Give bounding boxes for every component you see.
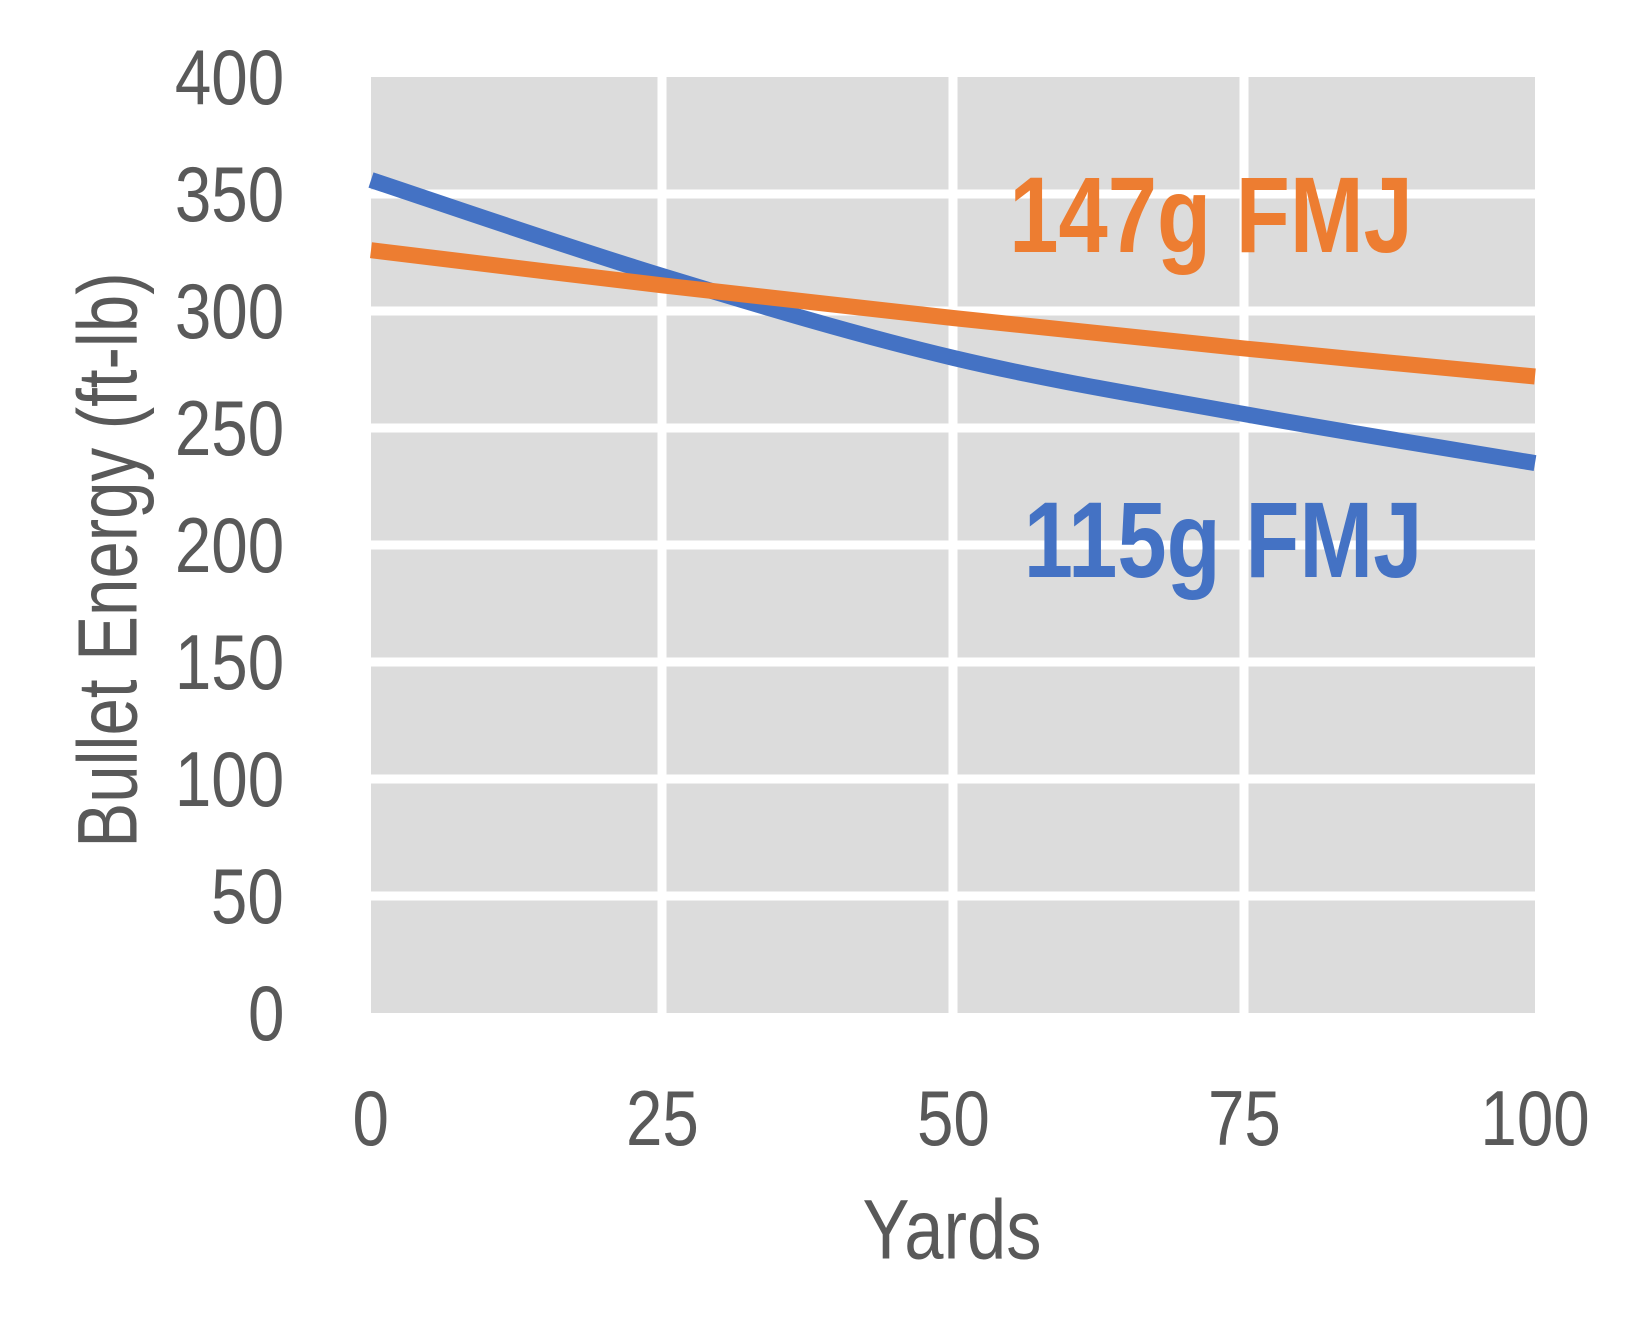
x-tick-label-text: 25	[625, 1074, 699, 1162]
y-tick-label: 400	[0, 35, 284, 119]
x-tick-label: 75	[1094, 1076, 1394, 1160]
y-tick-label-text: 400	[174, 33, 284, 121]
x-tick-label-text: 75	[1207, 1074, 1281, 1162]
y-tick-label: 50	[0, 854, 284, 938]
y-tick-label: 100	[0, 737, 284, 821]
x-tick-label: 25	[512, 1076, 812, 1160]
gridlines	[371, 77, 1535, 1013]
x-tick-label: 50	[803, 1076, 1103, 1160]
series-line-115g-fmj	[368, 172, 1537, 471]
y-tick-label: 0	[0, 971, 284, 1055]
x-tick-label: 100	[1385, 1076, 1650, 1160]
y-tick-label: 200	[0, 503, 284, 587]
x-tick-label-text: 0	[352, 1074, 390, 1162]
y-tick-label: 250	[0, 386, 284, 470]
y-tick-label-text: 250	[174, 384, 284, 472]
series-label-115g-fmj: 115g FMJ	[913, 480, 1533, 600]
series-label-147g-fmj-text: 147g FMJ	[1009, 154, 1413, 275]
y-tick-label: 350	[0, 152, 284, 236]
series-line-147g-fmj	[370, 242, 1536, 385]
y-tick-label-text: 200	[174, 501, 284, 589]
y-tick-label: 300	[0, 269, 284, 353]
x-tick-label-text: 100	[1480, 1074, 1590, 1162]
y-tick-label: 150	[0, 620, 284, 704]
y-axis-title: Bullet Energy (ft-lb)	[60, 272, 155, 848]
x-axis-title: Yards	[862, 1182, 1042, 1277]
y-tick-label-text: 50	[211, 852, 284, 940]
y-tick-label-text: 300	[174, 267, 284, 355]
series-label-115g-fmj-text: 115g FMJ	[1023, 479, 1423, 600]
x-tick-label: 0	[221, 1076, 521, 1160]
y-tick-label-text: 150	[174, 618, 284, 706]
y-tick-label-text: 0	[247, 969, 284, 1057]
series-label-147g-fmj: 147g FMJ	[901, 155, 1521, 275]
x-tick-label-text: 50	[916, 1074, 990, 1162]
y-tick-label-text: 100	[174, 735, 284, 823]
y-tick-label-text: 350	[174, 150, 284, 238]
